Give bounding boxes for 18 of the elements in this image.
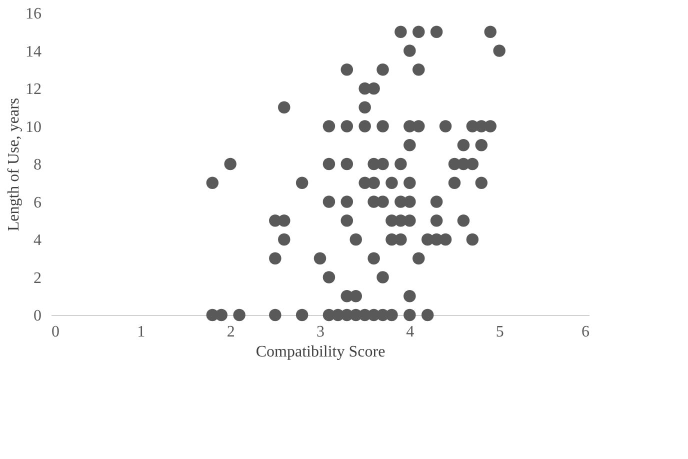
x-axis-title: Compatibility Score [256, 344, 386, 360]
x-tick-label: 5 [496, 324, 504, 340]
y-tick-label: 14 [26, 43, 42, 60]
x-tick-label: 6 [582, 324, 590, 340]
y-tick-label: 8 [34, 156, 42, 174]
x-tick-label: 0 [52, 324, 60, 340]
y-tick-label: 10 [26, 118, 42, 136]
x-tick-label: 4 [406, 324, 414, 340]
x-tick-label: 2 [226, 324, 235, 340]
y-tick-label: 16 [26, 6, 42, 22]
x-tick-label: 1 [137, 324, 146, 340]
y-axis-title: Length of Use, years [6, 98, 22, 232]
y-tick-label: 12 [26, 81, 42, 98]
y-tick-label: 6 [34, 194, 42, 212]
y-tick-label: 0 [34, 308, 42, 324]
y-tick-label: 2 [34, 270, 42, 287]
y-tick-label: 4 [34, 232, 42, 249]
x-tick-label: 3 [316, 324, 324, 340]
